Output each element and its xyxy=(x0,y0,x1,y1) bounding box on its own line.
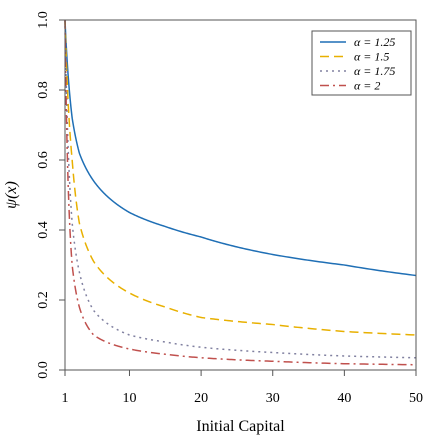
series-line-0 xyxy=(64,19,417,277)
y-tick-label: 0.0 xyxy=(36,361,51,379)
series-layer xyxy=(64,19,417,366)
x-tick-label: 10 xyxy=(122,391,136,406)
legend-label-2: α = 1.75 xyxy=(354,64,395,78)
y-tick-label: 0.6 xyxy=(36,151,51,169)
x-tick-label: 40 xyxy=(337,391,351,406)
series-line-3 xyxy=(64,19,417,366)
x-tick-label: 1 xyxy=(62,391,69,406)
plot-frame xyxy=(64,19,417,371)
y-axis-label: ψ(x) xyxy=(3,181,20,209)
x-tick-label: 30 xyxy=(266,391,280,406)
x-tick-label: 50 xyxy=(409,391,423,406)
y-tick-label: 1.0 xyxy=(36,11,51,29)
x-tick-label: 20 xyxy=(194,391,208,406)
x-axis-label: Initial Capital xyxy=(196,418,285,435)
legend-label-0: α = 1.25 xyxy=(354,35,395,49)
legend-label-1: α = 1.5 xyxy=(354,50,389,64)
legend: α = 1.25α = 1.5α = 1.75α = 2 xyxy=(311,30,412,96)
legend-label-3: α = 2 xyxy=(354,79,380,93)
y-tick-label: 0.4 xyxy=(36,221,51,239)
y-tick-label: 0.8 xyxy=(36,81,51,99)
series-line-1 xyxy=(64,19,417,336)
y-tick-label: 0.2 xyxy=(36,291,51,309)
axis-ticks: 1 10 20 30 40 50 0.0 0.2 0.4 0.6 0.8 1.0 xyxy=(36,11,423,406)
